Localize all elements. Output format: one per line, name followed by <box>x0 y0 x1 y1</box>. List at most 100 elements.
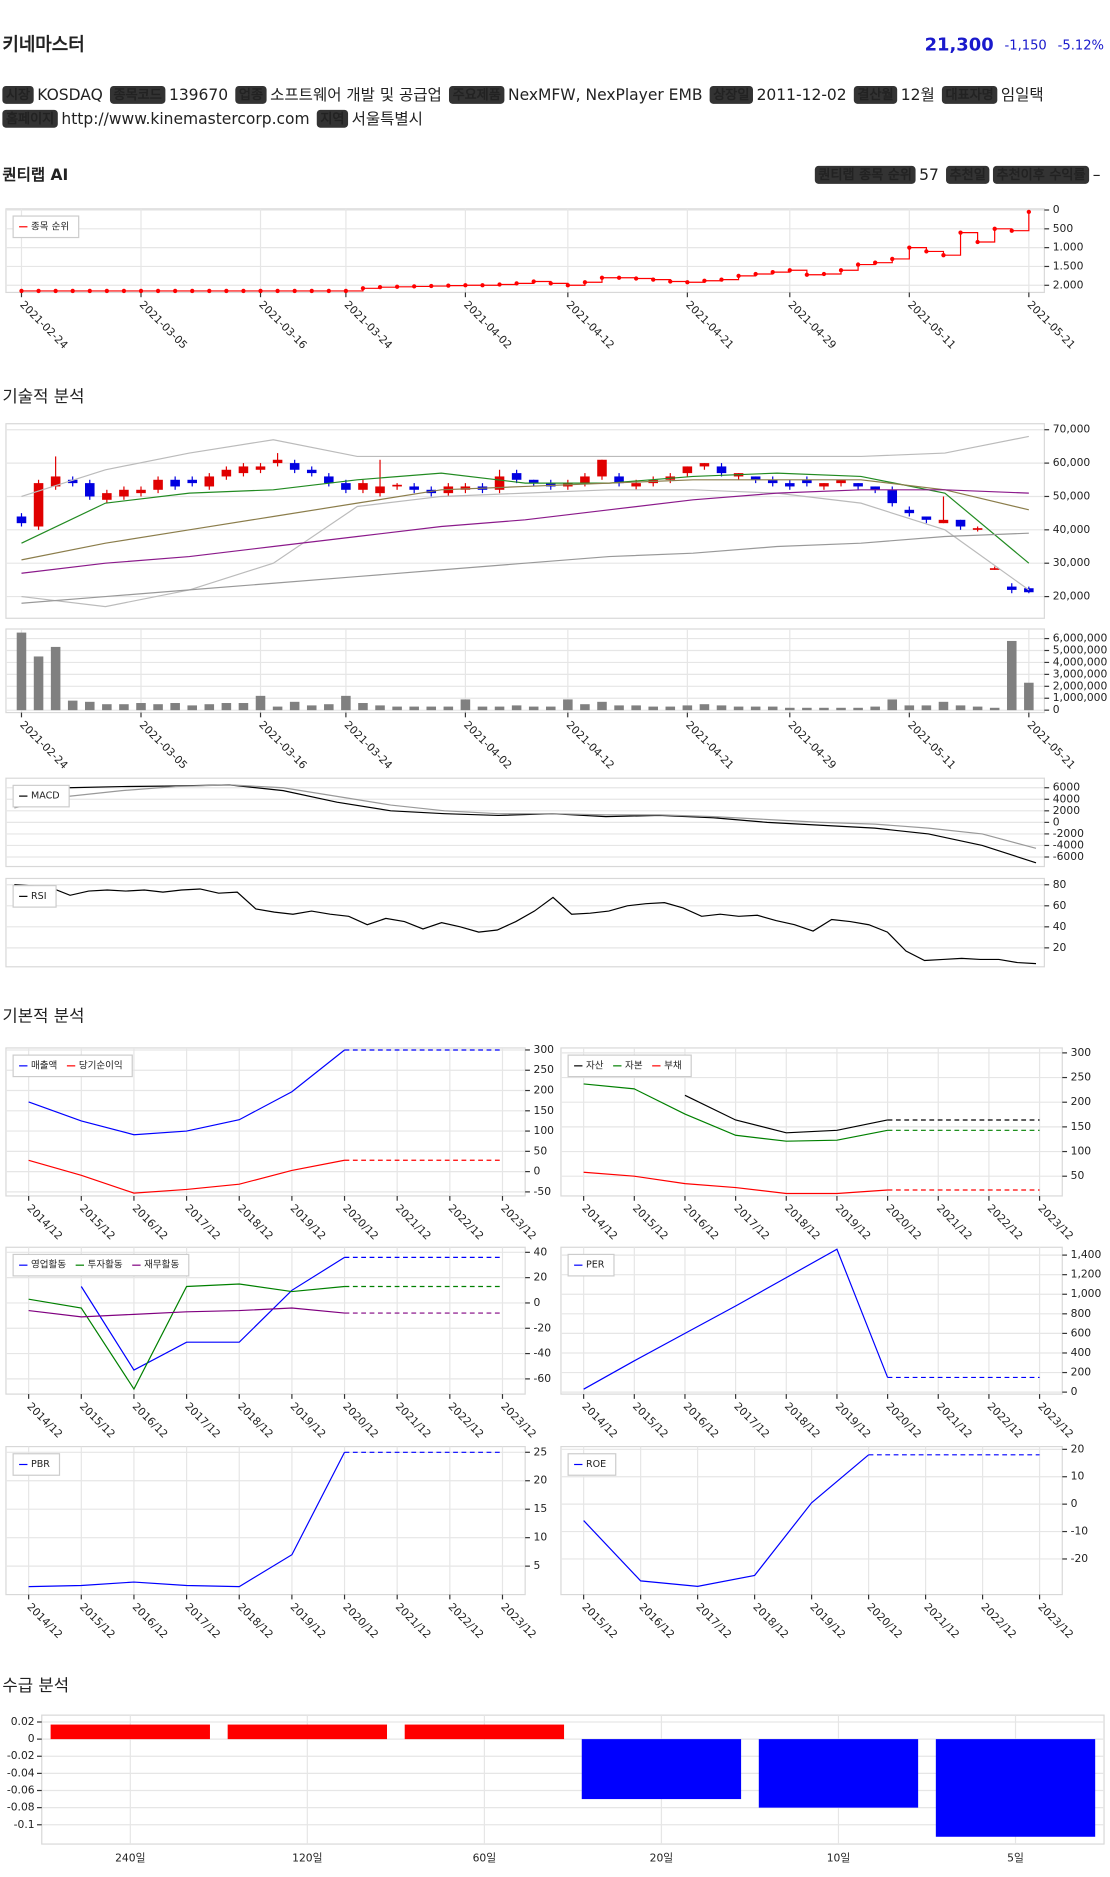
plot-frame <box>560 1246 1063 1395</box>
tag-value: KOSDAQ <box>37 86 103 104</box>
x-tick-label: 2021/12 <box>921 1600 962 1641</box>
x-tick-label: 2023/12 <box>498 1600 539 1641</box>
y-tick-label: 1.500 <box>1053 259 1084 272</box>
x-tick-label: 2021-04-21 <box>683 718 736 771</box>
y-tick-label: 1,000,000 <box>1053 691 1108 704</box>
bar <box>50 1724 210 1740</box>
candle-body <box>136 489 146 494</box>
tag-label: 추천일 <box>950 167 986 183</box>
tag-box <box>109 85 166 104</box>
y-tick-label: -0.04 <box>7 1766 35 1779</box>
bar <box>716 705 727 711</box>
x-tick-label: 2020/12 <box>340 1400 381 1441</box>
tag-label: 퀀티랩 종목 순위 <box>818 167 912 183</box>
point <box>1026 209 1031 215</box>
point <box>565 283 570 288</box>
candle-body <box>289 463 300 470</box>
y-tick-label: 200 <box>534 1084 555 1097</box>
x-tick-label: 2017/12 <box>182 1400 223 1441</box>
bar <box>648 706 658 711</box>
candle-body <box>238 466 249 474</box>
candle-body <box>921 516 932 520</box>
candle-body <box>580 476 590 484</box>
bar <box>563 699 573 711</box>
tag-box <box>235 85 267 104</box>
bar <box>785 707 795 711</box>
y-tick-label: -4000 <box>1053 838 1084 851</box>
point <box>855 262 861 267</box>
point <box>616 275 622 280</box>
x-tick-label: 2021/12 <box>393 1400 434 1441</box>
x-tick-label: 2018/12 <box>235 1600 276 1641</box>
tag-label: 종목코드 <box>114 87 162 103</box>
candle-body <box>187 479 197 484</box>
tag-box <box>992 165 1090 184</box>
bar <box>682 705 693 711</box>
plot-frame <box>5 423 1045 619</box>
tag-box <box>946 165 990 184</box>
y-tick-label: 0 <box>28 1732 35 1745</box>
bar <box>170 703 180 711</box>
bar <box>631 705 641 711</box>
bar <box>119 704 129 711</box>
point <box>838 268 844 273</box>
series-line <box>21 472 1030 564</box>
point <box>412 284 417 289</box>
legend-box <box>12 885 57 908</box>
candle-body <box>631 483 641 487</box>
y-tick-label: 1.000 <box>1053 241 1084 254</box>
homepage-link[interactable]: http://www.kinemastercorp.com <box>61 110 309 128</box>
point <box>941 253 946 258</box>
y-tick-label: 20 <box>1053 941 1067 954</box>
y-tick-label: 0 <box>534 1296 541 1309</box>
y-tick-label: 50 <box>534 1144 548 1157</box>
legend-label: 당기순이익 <box>79 1059 123 1071</box>
point <box>104 288 110 294</box>
x-tick-label: 2023/12 <box>498 1202 539 1243</box>
x-tick-label: 2014/12 <box>579 1202 620 1243</box>
point <box>514 281 519 286</box>
plot-frame <box>5 1246 526 1395</box>
y-tick-label: 80 <box>1053 878 1067 891</box>
y-tick-label: 100 <box>1071 1145 1092 1158</box>
candle-body <box>853 483 863 487</box>
candle-body <box>255 466 266 470</box>
info-item: 상장일 2011-12-02 <box>709 85 847 104</box>
x-tick-label: 2014/12 <box>24 1400 65 1441</box>
y-tick-label: 1,400 <box>1071 1248 1102 1261</box>
bar <box>33 656 44 711</box>
bar <box>136 703 146 711</box>
plot-frame <box>41 1714 1105 1845</box>
legend-box <box>567 1453 617 1476</box>
info-item: 업종 소프트웨어 개발 및 공급업 <box>235 85 442 104</box>
x-tick-label: 2014/12 <box>24 1202 65 1243</box>
y-tick-label: -50 <box>534 1185 552 1198</box>
point <box>907 245 912 250</box>
legend-box <box>12 215 80 239</box>
bar <box>887 699 898 711</box>
x-tick-label: 2019/12 <box>807 1600 848 1641</box>
quant-tags: 퀀티랩 종목 순위 57 추천일 추천이후 수익률 – <box>814 165 1100 184</box>
x-tick-label: 2016/12 <box>681 1202 722 1243</box>
x-tick-label: 120일 <box>292 1851 322 1864</box>
y-tick-label: -2000 <box>1053 827 1084 840</box>
series-line <box>583 1454 869 1587</box>
price-change-rate: -5.12% <box>1058 38 1104 53</box>
plot-frame <box>5 1047 526 1197</box>
bar <box>460 699 471 711</box>
point <box>207 288 212 294</box>
bar <box>153 704 163 711</box>
y-tick-label: -60 <box>534 1372 552 1385</box>
x-tick-label: 2018/12 <box>750 1600 791 1641</box>
point <box>258 288 263 294</box>
candle-body <box>358 483 368 490</box>
y-tick-label: -20 <box>1071 1552 1089 1565</box>
price-line: 21,300 -1,150 -5.12% <box>925 33 1104 56</box>
y-tick-label: 10 <box>1071 1470 1085 1483</box>
bar <box>972 706 983 711</box>
candle-body <box>102 493 112 500</box>
legend: 매출액 당기순이익 <box>12 1054 133 1078</box>
legend-box <box>567 1253 615 1277</box>
candle-body <box>767 479 778 484</box>
point <box>787 268 792 273</box>
